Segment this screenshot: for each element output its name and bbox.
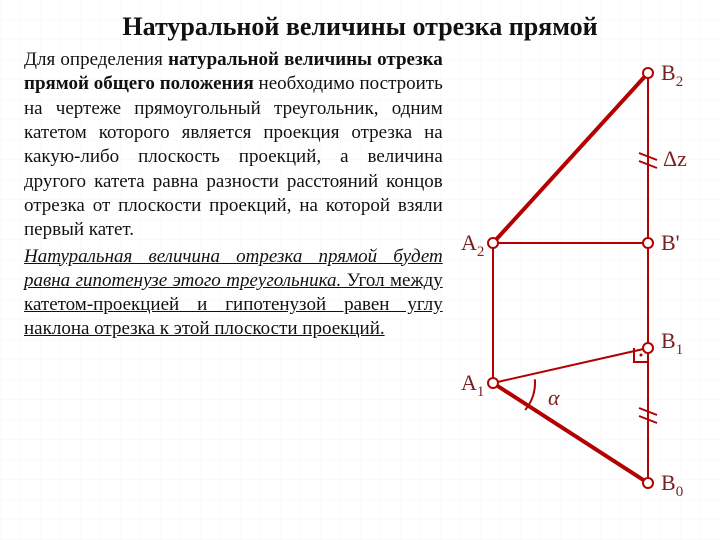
p1-a: Для определения: [24, 49, 168, 70]
diagram: A2 B2 B' A1 B1 B0 Δz α: [453, 48, 702, 503]
svg-text:B2: B2: [661, 60, 683, 90]
page-title: Натуральной величины отрезка прямой: [0, 0, 720, 48]
svg-text:α: α: [548, 385, 560, 410]
svg-text:A2: A2: [461, 230, 484, 260]
svg-text:A1: A1: [461, 370, 484, 400]
svg-text:B': B': [661, 230, 680, 255]
svg-text:Δz: Δz: [663, 146, 687, 171]
diagram-svg: A2 B2 B' A1 B1 B0 Δz α: [453, 48, 703, 503]
svg-text:B1: B1: [661, 328, 683, 358]
description-text: Для определения натуральной величины отр…: [24, 48, 443, 503]
p1-c: необходимо построить на чертеже прямоуго…: [24, 73, 443, 240]
svg-text:B0: B0: [661, 470, 683, 500]
